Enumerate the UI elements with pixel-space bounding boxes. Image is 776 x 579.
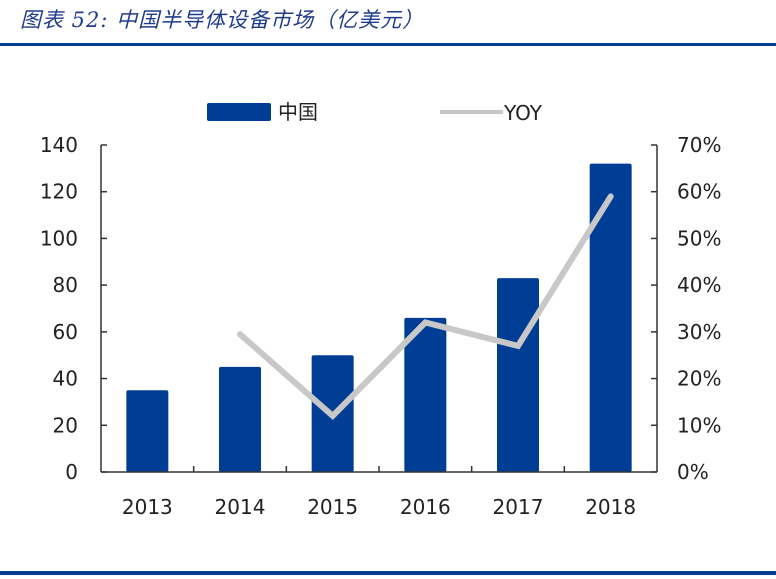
- left-tick-label: 100: [40, 226, 78, 250]
- left-tick-label: 20: [53, 413, 78, 437]
- right-tick-label: 10%: [677, 413, 721, 437]
- bar-2018: [589, 163, 632, 472]
- bar-2017: [497, 278, 539, 472]
- x-tick-label: 2018: [585, 495, 636, 519]
- left-tick-label: 0: [65, 460, 78, 484]
- right-tick-label: 30%: [677, 320, 721, 344]
- right-tick-label: 70%: [677, 133, 721, 157]
- x-tick-label: 2016: [400, 495, 451, 519]
- legend: 中国 YOY: [207, 100, 543, 125]
- axis-labels: 0 20 40 60 80 100 120 140 0% 10% 20% 30% 40% 50% 60% 70…: [40, 133, 722, 519]
- legend-bar-label: 中国: [278, 100, 318, 124]
- right-tick-label: 20%: [677, 367, 721, 391]
- x-tick-label: 2017: [493, 495, 544, 519]
- right-tick-label: 40%: [677, 273, 721, 297]
- left-tick-label: 140: [40, 133, 78, 157]
- bar-2016: [404, 317, 447, 472]
- legend-bar-swatch: [207, 103, 271, 121]
- x-tick-label: 2013: [122, 495, 173, 519]
- figure-title: 图表 52: 中国半导体设备市场（亿美元）: [20, 8, 425, 32]
- x-tick-label: 2014: [215, 495, 266, 519]
- bar-2014: [219, 366, 261, 472]
- left-tick-label: 120: [40, 180, 78, 204]
- x-tick-label: 2015: [307, 495, 358, 519]
- left-tick-label: 40: [53, 367, 78, 391]
- axes: [100, 144, 658, 473]
- right-tick-label: 0%: [677, 460, 709, 484]
- left-tick-label: 80: [53, 273, 78, 297]
- bar-2013: [126, 390, 169, 472]
- bottom-divider: [0, 571, 776, 575]
- right-tick-label: 60%: [677, 180, 721, 204]
- top-divider: [0, 43, 776, 46]
- right-tick-label: 50%: [677, 226, 721, 250]
- line-series: [237, 193, 614, 421]
- left-tick-label: 60: [53, 320, 78, 344]
- bar-series: [126, 163, 632, 472]
- legend-line-label: YOY: [503, 101, 543, 125]
- yoy-line: [237, 193, 614, 421]
